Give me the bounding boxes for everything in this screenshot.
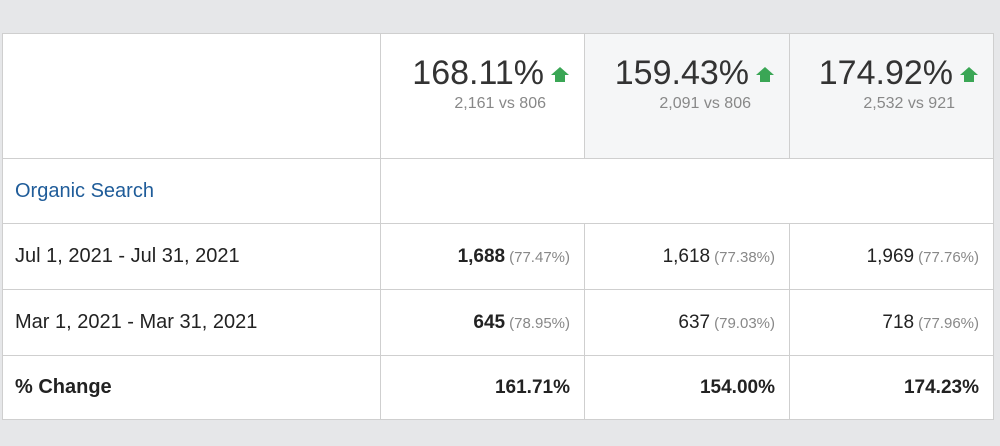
value-cell: 645 (78.95%)	[380, 289, 585, 356]
value-share: (77.38%)	[714, 248, 775, 266]
value: 645	[473, 311, 506, 333]
change-cell: 154.00%	[584, 355, 790, 420]
value-share: (78.95%)	[509, 314, 570, 332]
value-cell: 1,969 (77.76%)	[789, 223, 994, 290]
change-value: 161.71%	[494, 376, 570, 398]
value-cell: 1,688 (77.47%)	[380, 223, 585, 290]
value-share: (79.03%)	[714, 314, 775, 332]
metric-line: 159.43%	[585, 54, 775, 93]
up-arrow-icon	[756, 67, 774, 83]
value: 1,618	[662, 245, 711, 267]
table-row: 168.11% 2,161 vs 806 159.43% 2,091 vs 806 17…	[2, 33, 994, 159]
header-cell: 159.43% 2,091 vs 806	[584, 33, 790, 159]
metric-detail: 2,532 vs 921	[863, 95, 955, 112]
value-share: (77.76%)	[918, 248, 979, 266]
value: 1,688	[457, 245, 506, 267]
up-arrow-icon	[960, 67, 978, 83]
value-share: (77.47%)	[509, 248, 570, 266]
table-row: % Change 161.71% 154.00% 174.23%	[2, 355, 994, 420]
table-body: 168.11% 2,161 vs 806 159.43% 2,091 vs 806 17…	[2, 33, 994, 420]
table-row: Jul 1, 2021 - Jul 31, 2021 1,688 (77.47%) 1…	[2, 223, 994, 290]
table-row: Organic Search	[2, 158, 994, 224]
empty-cell	[380, 158, 994, 224]
value-cell: 1,618 (77.38%)	[584, 223, 790, 290]
value: 637	[678, 311, 711, 333]
row-label: Jul 1, 2021 - Jul 31, 2021	[2, 223, 381, 290]
row-label: Mar 1, 2021 - Mar 31, 2021	[2, 289, 381, 356]
metric-percent: 159.43%	[614, 54, 749, 92]
value: 718	[882, 311, 915, 333]
metric-percent: 174.92%	[818, 54, 953, 92]
empty-cell	[2, 33, 381, 159]
change-cell: 161.71%	[380, 355, 585, 420]
up-arrow-icon	[551, 67, 569, 83]
metric-detail: 2,161 vs 806	[454, 95, 546, 112]
header-cell: 174.92% 2,532 vs 921	[789, 33, 994, 159]
change-value: 174.23%	[903, 376, 979, 398]
value-cell: 718 (77.96%)	[789, 289, 994, 356]
change-value: 154.00%	[699, 376, 775, 398]
value-cell: 637 (79.03%)	[584, 289, 790, 356]
metric-percent: 168.11%	[412, 54, 544, 92]
section-label: Organic Search	[2, 158, 381, 224]
metric-detail: 2,091 vs 806	[659, 95, 751, 112]
table-row: Mar 1, 2021 - Mar 31, 2021 645 (78.95%) 637…	[2, 289, 994, 356]
value-share: (77.96%)	[918, 314, 979, 332]
report-table: 168.11% 2,161 vs 806 159.43% 2,091 vs 806 17…	[2, 33, 994, 420]
header-cell: 168.11% 2,161 vs 806	[380, 33, 585, 159]
metric-line: 174.92%	[790, 54, 979, 93]
metric-line: 168.11%	[381, 54, 570, 93]
change-label: % Change	[2, 355, 381, 420]
value: 1,969	[866, 245, 915, 267]
change-cell: 174.23%	[789, 355, 994, 420]
